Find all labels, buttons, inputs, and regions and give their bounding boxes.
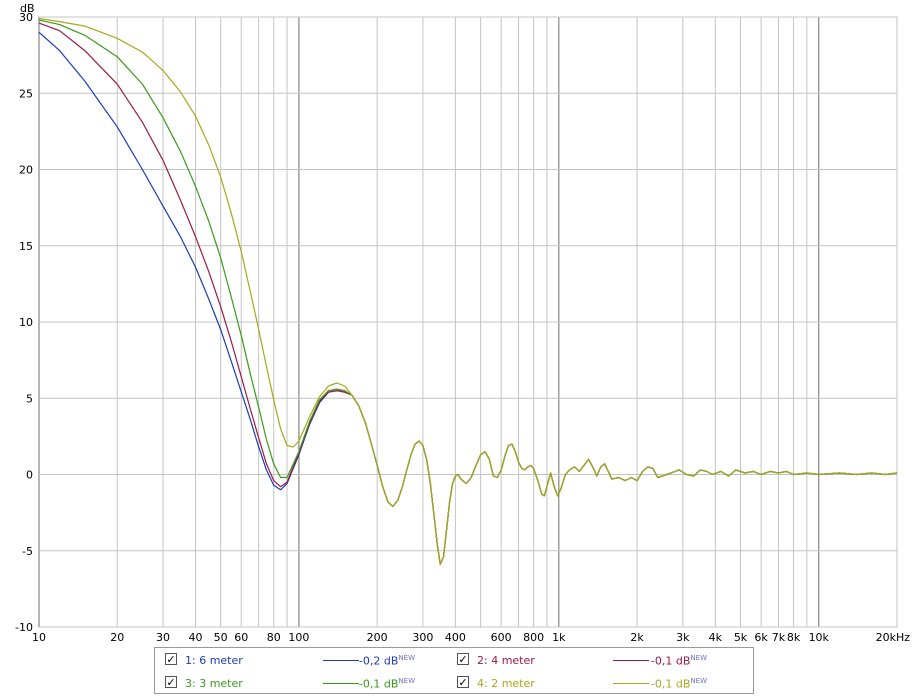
grid [38,16,898,628]
x-tick-label: 600 [491,631,512,644]
y-tick-labels: -10 -5 0 5 10 15 20 25 30 [15,11,33,634]
x-tick-label: 1k [552,631,566,644]
legend-offset: -0,1 dBNEW [650,654,707,668]
x-tick-label: 300 [412,631,433,644]
checkbox-2-meter[interactable]: ✓ [457,676,469,689]
legend-label: 4: 2 meter [477,677,535,690]
swatch-2-meter [613,683,649,684]
series-lines [38,17,898,566]
series-line-4-2-meter [38,17,898,566]
legend-label: 1: 6 meter [185,654,243,667]
legend-offset: -0,1 dBNEW [358,677,415,691]
legend-label: 3: 3 meter [185,677,243,690]
swatch-6-meter [323,660,359,661]
legend-offset: -0,2 dBNEW [358,654,415,668]
x-tick-label: 3k [676,631,690,644]
x-tick-label: 100 [288,631,309,644]
checkbox-4-meter[interactable]: ✓ [457,653,469,666]
x-tick-label: 40 [188,631,202,644]
x-tick-label: 400 [445,631,466,644]
swatch-3-meter [323,683,359,684]
y-tick-label: 0 [26,469,33,482]
y-tick-label: 30 [19,11,33,24]
swatch-4-meter [613,660,649,661]
x-tick-label: 10 [32,631,46,644]
x-tick-label: 10k [809,631,830,644]
x-tick-label: 20 [110,631,124,644]
checkbox-6-meter[interactable]: ✓ [165,653,177,666]
y-tick-label: -5 [22,545,33,558]
y-tick-label: 15 [19,240,33,253]
frequency-response-chart: 10 20 30 40 50 60 80 100 200 300 400 600 800 1k 2k 3k 4k… [15,2,910,644]
x-tick-label: 80 [267,631,281,644]
x-tick-label: 2k [630,631,644,644]
y-tick-label: 25 [19,87,33,100]
y-tick-label: -10 [15,621,33,634]
y-axis-label: dB [20,2,35,15]
x-tick-label: 50 [214,631,228,644]
legend: ✓ 1: 6 meter -0,2 dBNEW ✓ 2: 4 meter -0,… [154,647,754,694]
x-tick-label: 20kHz [876,631,911,644]
y-tick-label: 20 [19,164,33,177]
x-tick-label: 5k [734,631,748,644]
x-tick-label: 30 [156,631,170,644]
legend-label: 2: 4 meter [477,654,535,667]
x-tick-label: 6k [754,631,768,644]
x-tick-label: 60 [234,631,248,644]
legend-offset: -0,1 dBNEW [650,677,707,691]
y-tick-label: 5 [26,392,33,405]
y-tick-label: 10 [19,316,33,329]
checkbox-3-meter[interactable]: ✓ [165,676,177,689]
x-tick-label: 200 [367,631,388,644]
x-tick-label: 800 [523,631,544,644]
x-tick-label: 8k [787,631,801,644]
x-tick-label: 7k [772,631,786,644]
x-tick-labels: 10 20 30 40 50 60 80 100 200 300 400 600 800 1k 2k 3k 4k… [32,631,910,644]
x-tick-label: 4k [709,631,723,644]
